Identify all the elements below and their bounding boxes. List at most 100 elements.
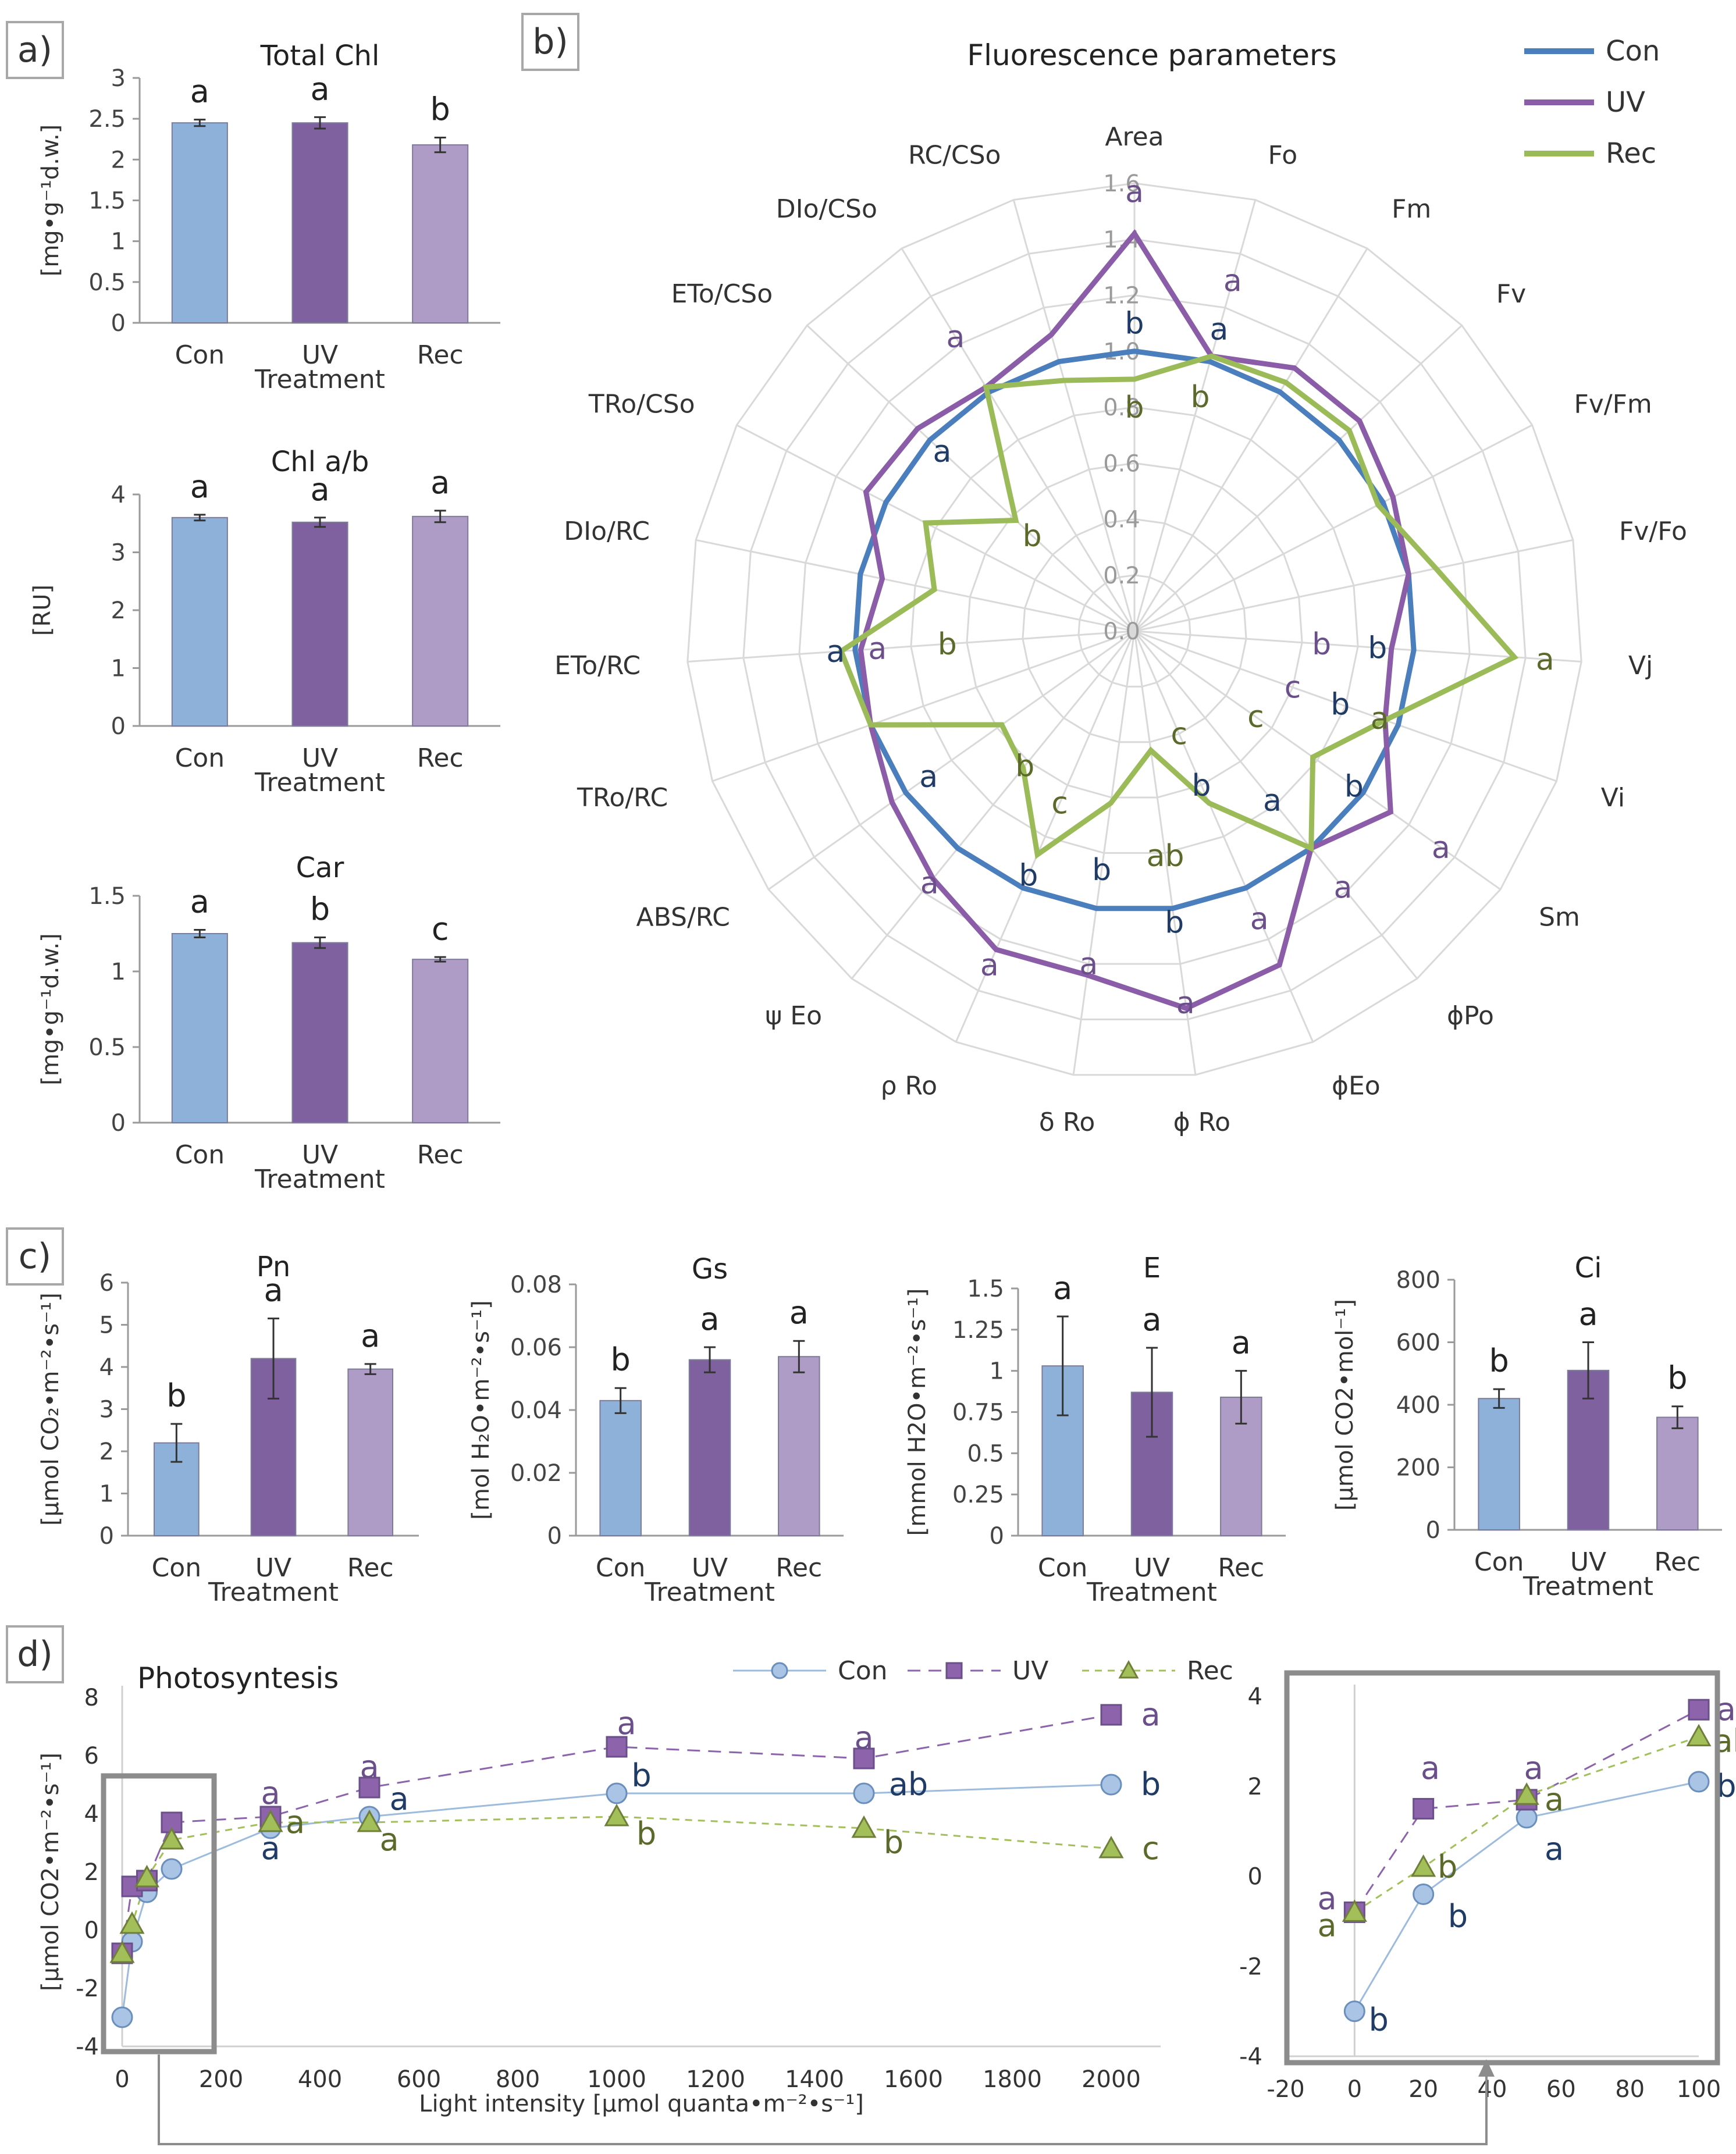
legend-label: UV bbox=[1012, 1656, 1048, 1686]
significance-letter: a bbox=[310, 70, 329, 107]
radar-series-uv bbox=[858, 229, 1411, 1012]
y-tick-label: 2 bbox=[111, 597, 126, 624]
y-tick-label: 2 bbox=[111, 147, 126, 173]
radar-axis-label: Vi bbox=[1601, 783, 1625, 813]
bar-rec bbox=[347, 1368, 393, 1536]
y-tick-label: -2 bbox=[1239, 1953, 1262, 1980]
y-tick-label: 0 bbox=[1426, 1517, 1440, 1544]
radar-significance-letter: a bbox=[1263, 784, 1282, 818]
radar-significance-letter: a bbox=[933, 435, 951, 469]
radar-significance-letter: b bbox=[1165, 906, 1184, 941]
panel-b-box bbox=[521, 13, 579, 71]
significance-letter: ab bbox=[889, 1766, 928, 1803]
y-tick-label: 1 bbox=[111, 656, 126, 682]
panel-d-box bbox=[6, 1625, 64, 1683]
panel-a-label: a) bbox=[17, 30, 52, 70]
significance-letter: a bbox=[1578, 1296, 1598, 1333]
radar-axis-label: TRo/RC bbox=[577, 783, 668, 813]
significance-letter: b bbox=[1448, 1898, 1468, 1935]
data-point-con bbox=[1100, 1774, 1122, 1796]
significance-letter: a bbox=[190, 884, 209, 920]
x-axis-label: Light intensity [µmol quanta•m⁻²•s⁻¹] bbox=[419, 2091, 864, 2117]
significance-letter: b bbox=[310, 891, 330, 928]
radar-grid-ring bbox=[742, 238, 1527, 1020]
radar-significance-letter: a bbox=[1176, 986, 1195, 1021]
x-tick-label: UV bbox=[1134, 1553, 1170, 1583]
legend-marker-con bbox=[771, 1662, 788, 1679]
data-point-uv bbox=[853, 1747, 875, 1770]
y-tick-label: 0.75 bbox=[952, 1400, 1004, 1426]
significance-letter: a bbox=[261, 1775, 280, 1811]
bar-rec bbox=[412, 144, 469, 323]
radar-chart: Area Fo Fm Fv Fv/Fm Fv/Fo Vj Vi Sm ϕPo ϕEo ϕ Ro δ Ro… bbox=[554, 35, 1687, 1137]
radar-r-tick-label: 0.0 bbox=[1103, 618, 1140, 645]
y-axis-label: [µmol CO2•m⁻²•s⁻¹] bbox=[37, 1753, 64, 1991]
chart-title: Gs bbox=[692, 1253, 728, 1286]
y-tick-label: 0.04 bbox=[510, 1397, 562, 1424]
significance-letter: a bbox=[360, 1749, 379, 1785]
x-tick-label: 1400 bbox=[785, 2066, 844, 2093]
y-tick-label: 4 bbox=[99, 1354, 114, 1381]
significance-letter: b bbox=[166, 1377, 186, 1414]
x-tick-label: 0 bbox=[115, 2066, 129, 2093]
x-tick-label: 1800 bbox=[983, 2066, 1042, 2093]
x-axis-label: Treatment bbox=[254, 768, 385, 797]
significance-letter: b bbox=[611, 1341, 631, 1378]
x-tick-label: Rec bbox=[1654, 1547, 1701, 1577]
data-point-con bbox=[1688, 1771, 1710, 1793]
bar-uv bbox=[688, 1359, 731, 1537]
y-tick-label: 0.5 bbox=[967, 1440, 1004, 1467]
radar-axis-label: ABS/RC bbox=[636, 903, 730, 932]
radar-axis-label: Fv bbox=[1496, 279, 1526, 309]
data-point-con bbox=[111, 2006, 133, 2028]
radar-significance-letter: b bbox=[1331, 688, 1350, 722]
zoom-arrow-head bbox=[1478, 2059, 1495, 2077]
bar-rec bbox=[778, 1356, 820, 1536]
y-tick-label: 1.5 bbox=[967, 1276, 1004, 1302]
legend-label: Con bbox=[1606, 35, 1660, 67]
series-line-rec bbox=[1354, 1736, 1699, 1913]
bar-rec bbox=[1656, 1416, 1699, 1530]
y-tick-label: 4 bbox=[84, 1801, 99, 1828]
y-tick-label: 2 bbox=[84, 1859, 99, 1886]
chart-title: Photosyntesis bbox=[137, 1661, 339, 1695]
y-tick-label: 400 bbox=[1396, 1392, 1440, 1419]
significance-letter: a bbox=[700, 1301, 719, 1337]
radar-axis-label: Sm bbox=[1539, 903, 1580, 932]
data-point-rec bbox=[357, 1809, 382, 1832]
radar-spoke bbox=[736, 424, 1135, 632]
significance-letter: a bbox=[261, 1830, 280, 1867]
y-tick-label: 6 bbox=[99, 1270, 114, 1297]
data-point-rec bbox=[851, 1815, 877, 1838]
radar-significance-letter: ab bbox=[1147, 839, 1184, 874]
panel-d-label: d) bbox=[17, 1634, 53, 1675]
x-tick-label: -20 bbox=[1267, 2076, 1304, 2103]
panel-c-box bbox=[6, 1227, 64, 1286]
legend-label: UV bbox=[1606, 86, 1645, 119]
legend-marker-rec bbox=[1118, 1660, 1139, 1679]
radar-axis-label: Fo bbox=[1268, 141, 1298, 170]
radar-series-rec bbox=[838, 353, 1519, 859]
radar-r-tick-label: 1.2 bbox=[1103, 283, 1140, 309]
radar-significance-letter: a bbox=[868, 632, 887, 667]
x-tick-label: 40 bbox=[1478, 2076, 1507, 2103]
x-tick-label: UV bbox=[302, 340, 338, 370]
radar-spoke bbox=[806, 325, 1136, 632]
significance-letter: c bbox=[1142, 1830, 1159, 1867]
bar-chart-car: 0 0.5 1 1.5 [mg•g⁻¹d.w.] Car a Con b UV c Rec Treatm… bbox=[37, 852, 500, 1194]
y-tick-label: 1 bbox=[111, 959, 126, 985]
x-tick-label: Con bbox=[1038, 1553, 1088, 1583]
y-tick-label: 0 bbox=[111, 1110, 126, 1137]
series-line-rec bbox=[121, 1815, 1112, 1954]
radar-spoke bbox=[1133, 631, 1418, 980]
x-tick-label: Con bbox=[175, 340, 225, 370]
data-point-con bbox=[1516, 1807, 1538, 1829]
y-tick-label: 200 bbox=[1396, 1455, 1440, 1482]
x-tick-label: Rec bbox=[347, 1553, 394, 1583]
x-tick-label: 1200 bbox=[686, 2066, 745, 2093]
y-tick-label: 1 bbox=[111, 229, 126, 255]
y-tick-label: 0.5 bbox=[88, 1034, 126, 1061]
radar-significance-letter: a bbox=[1536, 642, 1554, 677]
x-tick-label: 400 bbox=[298, 2066, 342, 2093]
